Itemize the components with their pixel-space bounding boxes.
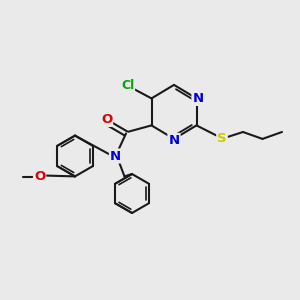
Text: N: N (168, 134, 180, 147)
Text: S: S (217, 132, 227, 146)
Text: O: O (34, 170, 45, 184)
Text: Cl: Cl (121, 79, 134, 92)
Text: O: O (101, 113, 112, 126)
Text: N: N (192, 92, 204, 105)
Text: N: N (110, 149, 121, 163)
